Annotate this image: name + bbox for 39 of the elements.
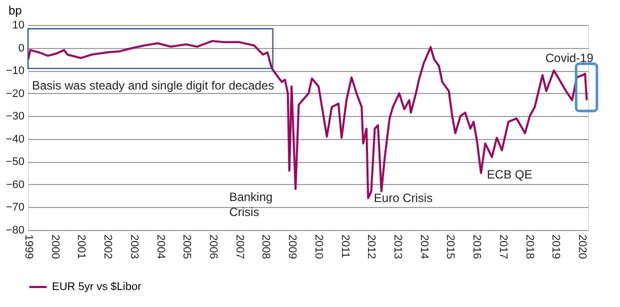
y-tick-label: −60	[6, 178, 24, 191]
x-tick-label: 2019	[550, 234, 562, 259]
x-tick-label: 2015	[444, 234, 456, 259]
y-tick-label: −40	[6, 133, 24, 146]
x-tick-label: 2008	[260, 234, 272, 259]
x-tick-label: 2014	[418, 234, 430, 259]
y-tick-label: −30	[6, 110, 24, 123]
x-tick-label: 2003	[128, 234, 140, 259]
x-tick-label: 2000	[48, 234, 61, 259]
y-tick-label: 10	[12, 20, 24, 32]
x-tick-label: 2011	[338, 234, 351, 258]
annotation: Covid-19	[545, 51, 594, 66]
x-tick-label: 2020	[576, 234, 588, 259]
x-tick-label: 2016	[470, 234, 483, 259]
y-axis-title: bp	[8, 4, 22, 18]
x-tick-label: 2010	[312, 234, 324, 259]
x-tick-label: 2017	[496, 234, 509, 259]
y-tick-label: −50	[6, 156, 24, 168]
annotation: Banking Crisis	[229, 190, 273, 219]
annotation: Basis was steady and single digit for decades	[32, 78, 274, 92]
x-tick-label: 2013	[392, 234, 404, 259]
y-tick-label: −20	[6, 88, 24, 100]
y-tick-label: −10	[6, 65, 24, 78]
x-tick-label: 2007	[233, 234, 246, 259]
x-tick-label: 2004	[154, 234, 166, 259]
legend-label: EUR 5yr vs $Libor	[52, 281, 142, 293]
annotation: Euro Crisis	[374, 190, 433, 205]
x-tick-label: 1999	[22, 234, 34, 259]
x-tick-label: 2009	[286, 234, 298, 259]
annotation: ECB QE	[486, 167, 532, 182]
x-tick-label: 2002	[102, 234, 114, 259]
x-tick-label: 2005	[180, 234, 193, 259]
x-tick-label: 2012	[365, 234, 378, 259]
x-tick-label: 2001	[75, 234, 88, 259]
y-tick-label: −70	[6, 202, 24, 214]
x-tick-label: 2006	[207, 234, 219, 259]
y-tick-label: 0	[18, 42, 24, 54]
y-tick-label: −80	[6, 224, 24, 236]
x-tick-label: 2018	[523, 234, 536, 259]
